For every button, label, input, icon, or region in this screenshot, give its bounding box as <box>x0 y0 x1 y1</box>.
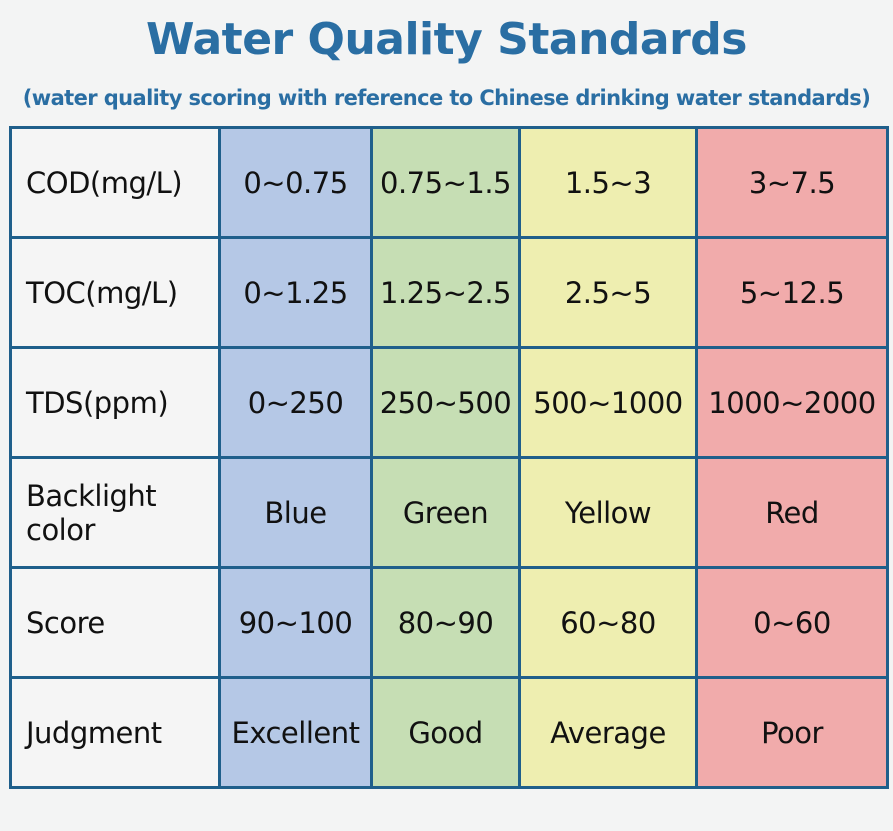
table-cell: 500~1000 <box>518 346 698 459</box>
table-cell: Green <box>370 456 521 569</box>
row-label: Score <box>9 566 221 679</box>
table-cell: Good <box>370 676 521 789</box>
table-cell: 1.5~3 <box>518 126 698 239</box>
table-cell: 0~60 <box>695 566 889 679</box>
table-row: COD(mg/L) 0~0.75 0.75~1.5 1.5~3 3~7.5 <box>9 126 889 239</box>
table-cell: 0.75~1.5 <box>370 126 521 239</box>
table-cell: Yellow <box>518 456 698 569</box>
table-cell: Poor <box>695 676 889 789</box>
table-row: Score 90~100 80~90 60~80 0~60 <box>9 566 889 679</box>
table-row: Judgment Excellent Good Average Poor <box>9 676 889 789</box>
table-cell: 2.5~5 <box>518 236 698 349</box>
table-cell: Blue <box>218 456 373 569</box>
row-label: Backlight color <box>9 456 221 569</box>
table-cell: 60~80 <box>518 566 698 679</box>
table-cell: Average <box>518 676 698 789</box>
table-cell: 5~12.5 <box>695 236 889 349</box>
page-title: Water Quality Standards <box>146 14 747 65</box>
table-cell: 90~100 <box>218 566 373 679</box>
table-cell: 80~90 <box>370 566 521 679</box>
table-cell: 0~0.75 <box>218 126 373 239</box>
table-cell: Excellent <box>218 676 373 789</box>
table-row: TDS(ppm) 0~250 250~500 500~1000 1000~2000 <box>9 346 889 459</box>
standards-table: COD(mg/L) 0~0.75 0.75~1.5 1.5~3 3~7.5 TOC(mg/… <box>9 126 889 789</box>
table-cell: 0~250 <box>218 346 373 459</box>
table-cell: 0~1.25 <box>218 236 373 349</box>
table-cell: Red <box>695 456 889 569</box>
row-label: Judgment <box>9 676 221 789</box>
page-subtitle: (water quality scoring with reference to… <box>22 86 871 110</box>
table-row: Backlight color Blue Green Yellow Red <box>9 456 889 569</box>
table-cell: 1.25~2.5 <box>370 236 521 349</box>
table-cell: 1000~2000 <box>695 346 889 459</box>
row-label: COD(mg/L) <box>9 126 221 239</box>
row-label: TDS(ppm) <box>9 346 221 459</box>
table-row: TOC(mg/L) 0~1.25 1.25~2.5 2.5~5 5~12.5 <box>9 236 889 349</box>
table-cell: 3~7.5 <box>695 126 889 239</box>
table-cell: 250~500 <box>370 346 521 459</box>
row-label: TOC(mg/L) <box>9 236 221 349</box>
